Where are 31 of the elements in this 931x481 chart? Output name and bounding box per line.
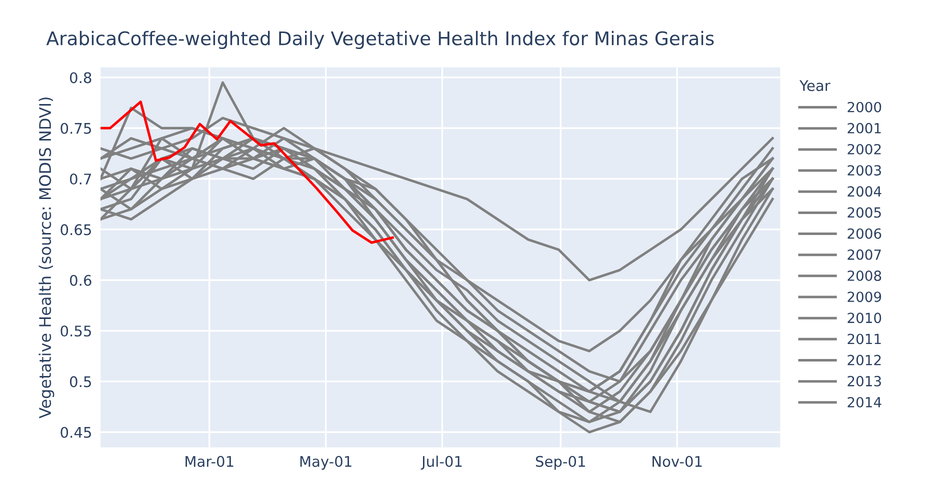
legend-label: 2006 xyxy=(848,228,882,239)
x-tick-label: May-01 xyxy=(300,456,352,470)
legend-label: 2000 xyxy=(848,102,882,112)
y-tick-label: 0.8 xyxy=(70,72,92,84)
legend-label: 2001 xyxy=(848,122,881,134)
legend-label: 2014 xyxy=(848,396,882,408)
y-tick-label: 0.7 xyxy=(70,174,91,185)
x-tick-label: Mar-01 xyxy=(186,456,234,467)
x-tick-label: Sep-01 xyxy=(536,456,585,470)
chart-title: ArabicaCoffee-weighted Daily Vegetative Health Index for Minas Gerais xyxy=(46,30,714,50)
y-tick-label: 0.6 xyxy=(70,274,92,286)
x-tick-label: Jul-01 xyxy=(420,456,462,470)
legend-label: 2004 xyxy=(848,186,882,197)
legend-label: 2013 xyxy=(848,376,881,386)
legend-label: 2002 xyxy=(848,144,881,155)
legend-label: 2010 xyxy=(848,312,882,324)
x-tick-label: Nov-01 xyxy=(652,456,702,467)
legend-label: 2012 xyxy=(848,354,881,366)
y-tick-label: 0.55 xyxy=(60,326,91,337)
y-tick-label: 0.65 xyxy=(60,224,91,236)
legend-label: 2011 xyxy=(848,334,881,344)
y-tick-label: 0.45 xyxy=(60,426,91,438)
legend-label: 2008 xyxy=(848,270,882,281)
y-axis-title: Vegetative Health (source: MODIS NDVI) xyxy=(38,98,54,418)
y-tick-label: 0.75 xyxy=(60,122,91,134)
legend-label: 2009 xyxy=(848,292,882,302)
legend-label: 2007 xyxy=(848,249,881,260)
legend-label: 2005 xyxy=(848,207,881,218)
legend-title: Year xyxy=(799,80,830,92)
legend-label: 2003 xyxy=(848,165,881,176)
y-tick-label: 0.5 xyxy=(70,376,91,388)
